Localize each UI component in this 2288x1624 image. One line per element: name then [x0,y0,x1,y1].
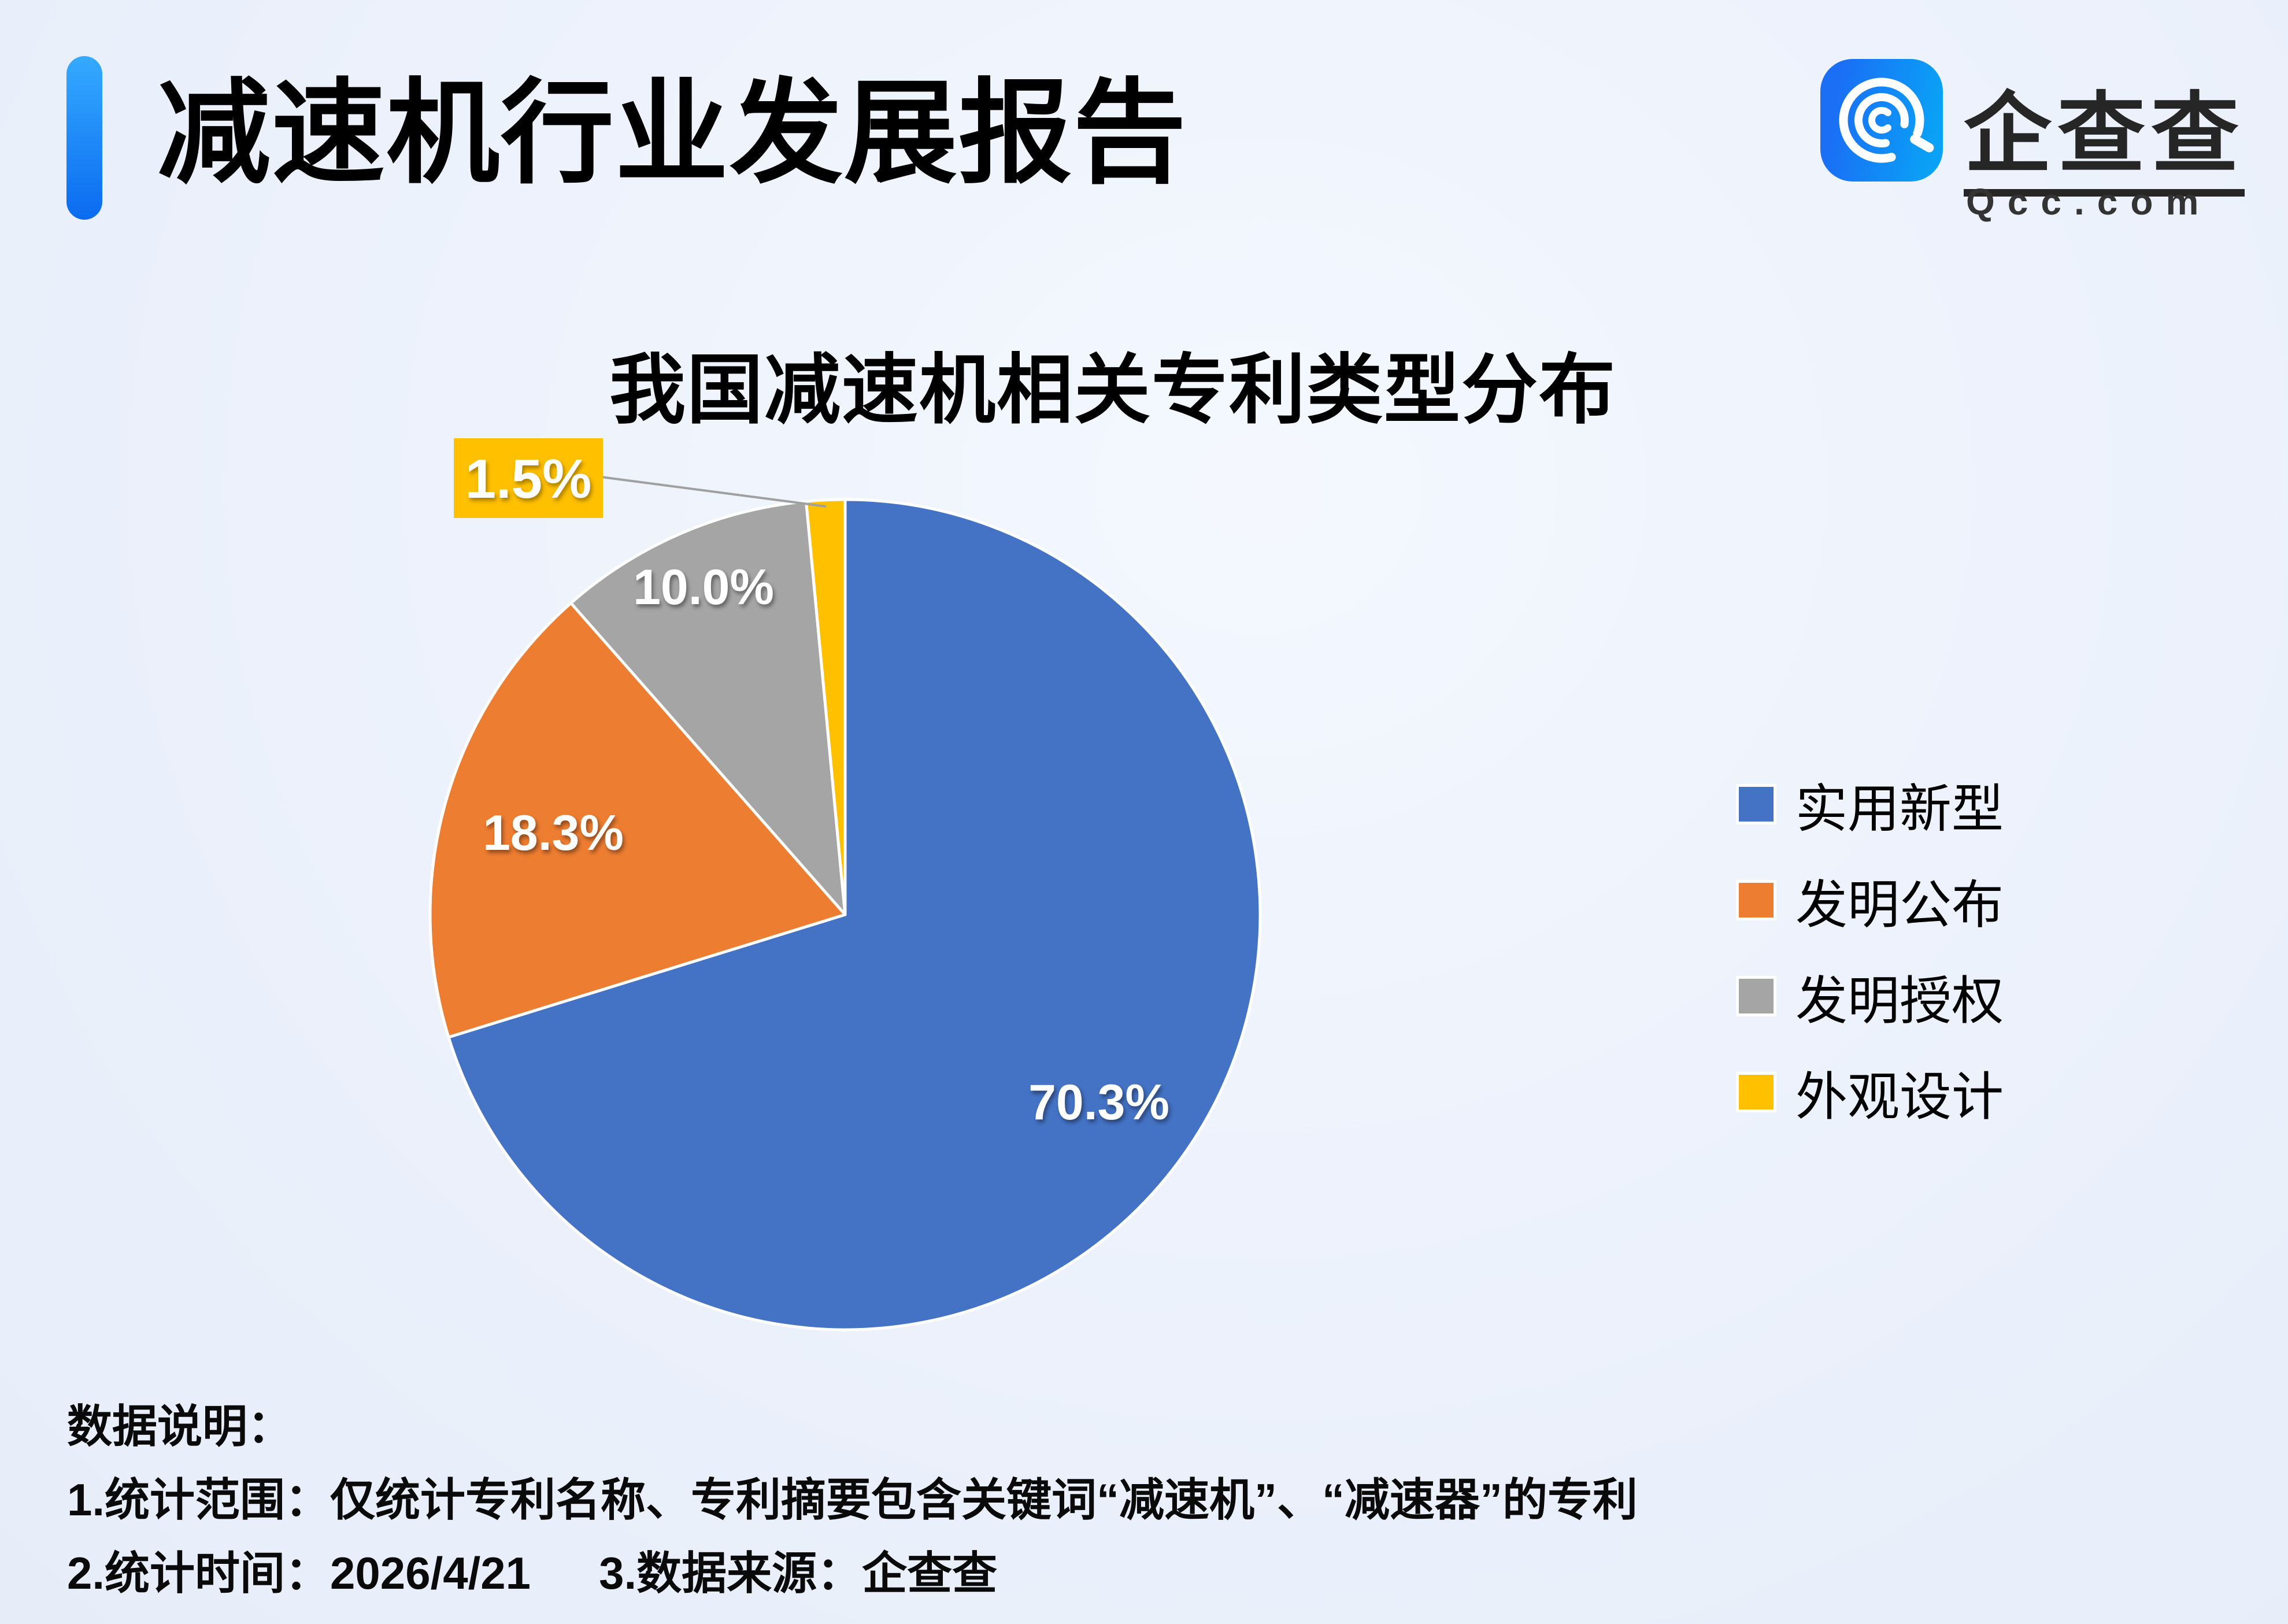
legend-item-4: 外观设计 [1739,1065,2004,1126]
chart-title: 我国减速机相关专利类型分布 [609,347,1616,432]
notes-line1: 1.统计范围：仅统计专利名称、专利摘要包含关键词“减速机”、“减速器”的专利 [67,1474,1638,1525]
notes-time: 2.统计时间：2026/4/21 [67,1548,531,1599]
page-title: 减速机行业发展报告 [157,70,1188,197]
callout-leader-line [601,476,827,508]
legend-label-1: 实用新型 [1795,780,2004,838]
notes-line2: 2.统计时间：2026/4/21 3.数据来源：企查查 [67,1551,1638,1596]
legend-swatch-1 [1739,787,1774,822]
callout-box [454,438,603,518]
pie-slice-3 [569,500,847,916]
notes-heading: 数据说明： [67,1401,293,1452]
legend-label-2: 发明公布 [1795,876,2004,934]
legend-item-1: 实用新型 [1739,777,2004,838]
pie-label-callout: 1.5% [465,448,592,510]
qcc-logo-icon [1820,59,1943,182]
pie-label-2: 18.3% [483,805,624,861]
legend-item-3: 发明授权 [1739,969,2004,1030]
legend-swatch-4 [1739,1075,1774,1109]
data-notes: 数据说明： 1.统计范围：仅统计专利名称、专利摘要包含关键词“减速机”、“减速器… [67,1404,1638,1624]
legend-label-4: 外观设计 [1795,1068,2004,1126]
notes-source: 3.数据来源：企查查 [599,1548,998,1599]
pie-slice-2 [428,601,847,1039]
pie-chart: 70.3% 18.3% 10.0% 1.5% [428,438,1262,1331]
legend-swatch-3 [1739,979,1774,1013]
qcc-logo: 企查查 Qcc.com [1820,58,2260,223]
pie-label-3: 10.0% [633,560,774,615]
legend-item-2: 发明公布 [1739,873,2004,934]
legend-swatch-2 [1739,883,1774,918]
pie-slice-1 [447,498,1262,1331]
pie-slice-4 [805,498,847,916]
chart-legend: 实用新型发明公布发明授权外观设计 [1739,777,2004,1161]
qcc-logo-domain: Qcc.com [1966,181,2212,223]
legend-label-3: 发明授权 [1795,972,2004,1030]
title-accent-bar [66,56,102,220]
pie-label-1: 70.3% [1028,1075,1169,1130]
qcc-logo-wordmark: 企查查 [1964,62,2245,197]
